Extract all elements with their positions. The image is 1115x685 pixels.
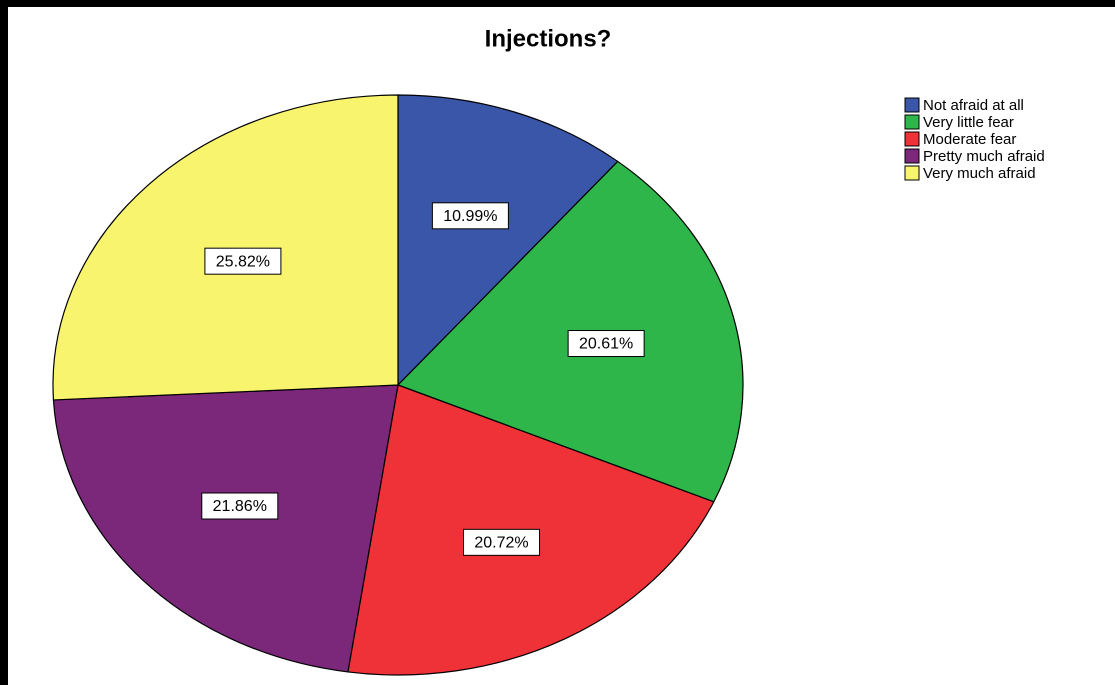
- data-label-group: 25.82%: [204, 247, 282, 275]
- legend-swatch: [904, 131, 920, 147]
- data-label-group: 10.99%: [431, 202, 509, 230]
- pie: [52, 94, 744, 676]
- legend-label: Very much afraid: [923, 165, 1036, 182]
- data-label-box: [201, 492, 279, 520]
- legend-swatch: [904, 148, 920, 164]
- legend-label: Not afraid at all: [923, 97, 1024, 114]
- legend-swatch: [904, 165, 920, 181]
- data-label: 10.99%: [443, 208, 497, 225]
- legend-label: Very little fear: [923, 114, 1014, 131]
- data-label-group: 20.61%: [567, 330, 645, 358]
- data-label-box: [431, 202, 509, 230]
- data-label-box: [204, 247, 282, 275]
- data-label: 20.61%: [579, 336, 633, 353]
- data-label-group: 20.72%: [463, 528, 541, 556]
- data-label-group: 21.86%: [201, 492, 279, 520]
- data-labels: 10.99% 20.61% 20.72% 21.86% 25.82%: [201, 202, 645, 556]
- data-label: 21.86%: [213, 498, 267, 515]
- legend-label: Moderate fear: [923, 131, 1016, 148]
- data-label: 20.72%: [474, 535, 528, 552]
- legend-swatch: [904, 97, 920, 113]
- data-label-box: [463, 528, 541, 556]
- pie-slice: [52, 384, 399, 673]
- data-label-box: [567, 330, 645, 358]
- pie-slice: [397, 94, 619, 387]
- legend-label: Pretty much afraid: [923, 148, 1045, 165]
- pie-slice: [52, 94, 399, 401]
- chart-title: Injections?: [485, 25, 612, 52]
- data-label: 25.82%: [216, 253, 270, 270]
- legend-swatch: [904, 114, 920, 130]
